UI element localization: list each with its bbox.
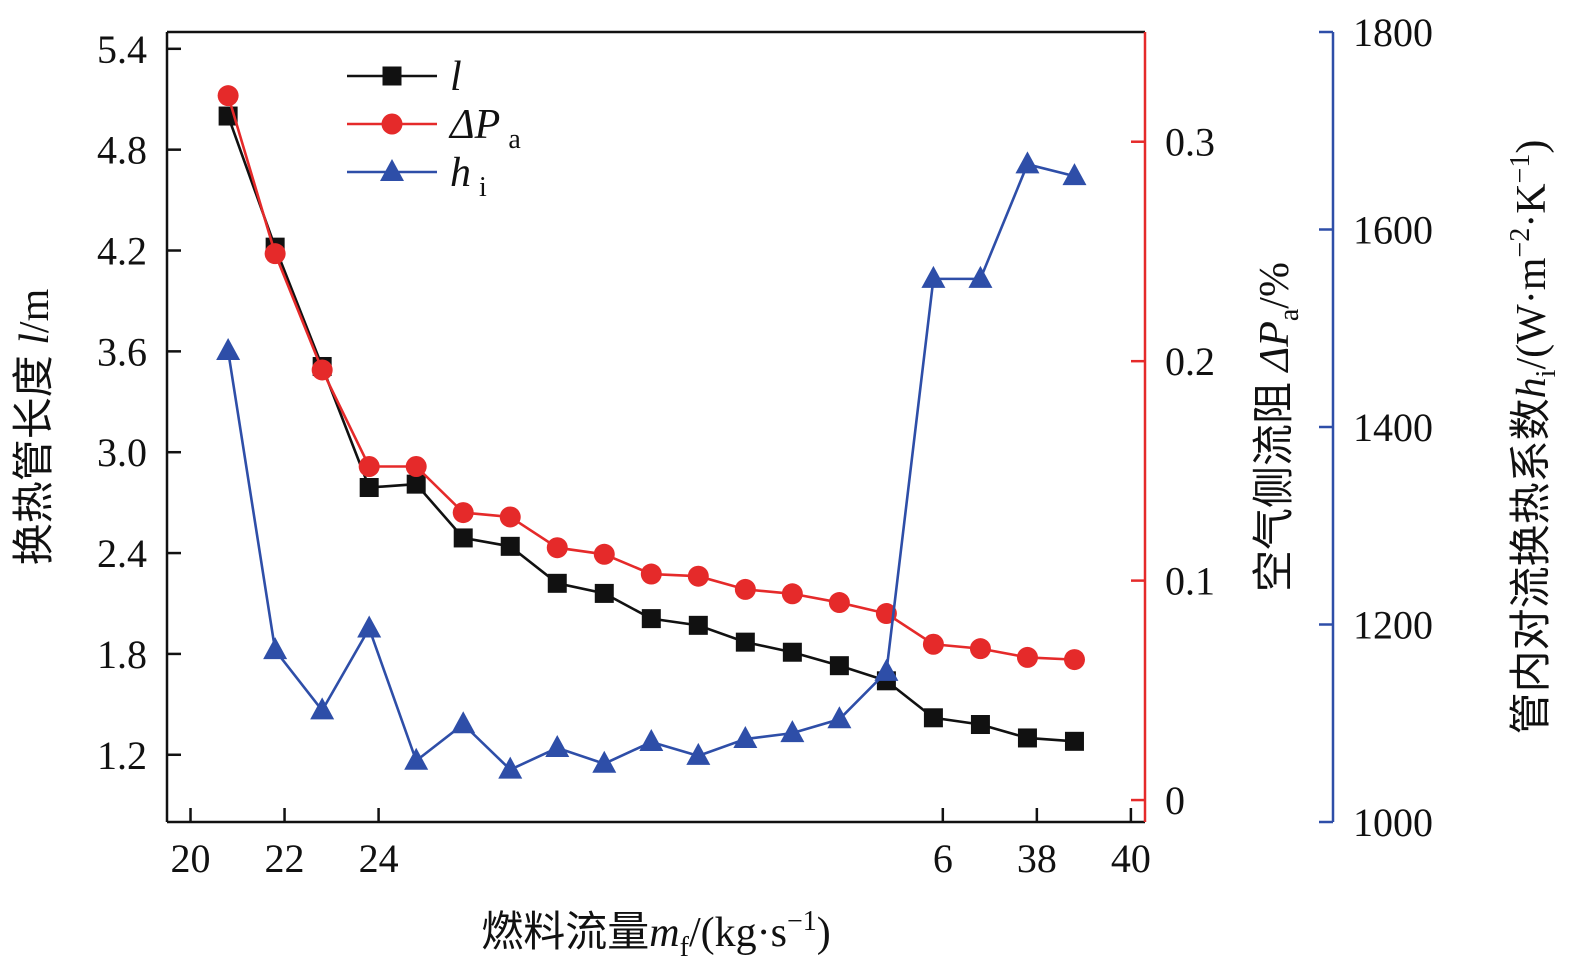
data-point-hi: [310, 697, 335, 720]
data-point-l: [1064, 731, 1084, 751]
x-tick-label: 38: [1017, 836, 1057, 881]
data-point-hi: [451, 711, 476, 734]
data-point-l: [641, 609, 661, 629]
series-line-hi: [226, 162, 1075, 772]
data-point-hi: [639, 729, 664, 752]
data-point-hi: [404, 747, 429, 770]
x-tick-label: 6: [933, 836, 953, 881]
legend-marker: [382, 66, 402, 86]
data-point-hi: [498, 756, 523, 779]
legend-item-ΔPa: ΔP a: [347, 102, 521, 155]
y-right-h-tick-label: 1000: [1353, 800, 1433, 845]
data-point-ΔPa: [640, 563, 662, 585]
x-tick-label: 24: [359, 836, 399, 881]
y-right-dp-tick-label: 0.3: [1165, 120, 1215, 165]
data-point-ΔPa: [264, 243, 286, 265]
data-point-ΔPa: [687, 565, 709, 587]
y-left-tick-label: 1.8: [97, 632, 147, 677]
y-right-h-tick-label: 1800: [1353, 10, 1433, 55]
data-point-hi: [1062, 163, 1087, 186]
data-point-l: [500, 536, 520, 556]
data-point-hi: [1015, 151, 1040, 174]
y-right-h-tick-label: 1600: [1353, 208, 1433, 253]
data-point-l: [688, 615, 708, 635]
legend: lΔP ah i: [347, 54, 521, 203]
y-left-tick-label: 5.4: [97, 27, 147, 72]
data-point-ΔPa: [969, 638, 991, 660]
x-tick-label: 40: [1111, 836, 1151, 881]
legend-marker: [381, 113, 403, 135]
series-layer: [216, 85, 1087, 779]
data-point-hi: [874, 658, 899, 681]
data-point-hi: [827, 706, 852, 729]
data-point-ΔPa: [1063, 649, 1085, 671]
axes-layer: 20 22 24 6 38 40 1.2 1.8 2.4 3.0 3.6 4.2 4.8 5.4 0 0.1 0…: [97, 10, 1433, 881]
x-tick-label: 20: [171, 836, 211, 881]
data-point-hi: [921, 265, 946, 288]
data-point-l: [594, 583, 614, 603]
x-tick-label: 22: [265, 836, 305, 881]
data-point-hi: [592, 750, 617, 773]
legend-label: l: [450, 54, 462, 100]
y-right-h-tick-label: 1400: [1353, 405, 1433, 450]
y-left-tick-label: 4.2: [97, 229, 147, 274]
data-point-l: [453, 528, 473, 548]
data-point-hi: [357, 615, 382, 638]
data-point-hi: [733, 726, 758, 749]
data-point-hi: [263, 637, 288, 660]
legend-item-l: l: [347, 54, 462, 100]
data-point-ΔPa: [217, 85, 239, 107]
data-point-l: [1017, 728, 1037, 748]
y-left-tick-label: 2.4: [97, 531, 147, 576]
data-point-ΔPa: [546, 537, 568, 559]
data-point-ΔPa: [499, 506, 521, 528]
data-point-ΔPa: [405, 456, 427, 477]
axis-titles: 燃料流量mf/(kg·s−1) 换热管长度 l/m 空气侧流阻 ΔPa/% 管内对流换…: [12, 140, 1562, 963]
y-left-tick-label: 1.2: [97, 733, 147, 778]
data-point-l: [359, 478, 379, 498]
data-point-ΔPa: [734, 578, 756, 600]
data-point-hi: [545, 734, 570, 757]
data-point-ΔPa: [311, 359, 333, 381]
data-point-l: [829, 656, 849, 676]
data-point-hi: [780, 720, 805, 743]
legend-marker: [380, 159, 404, 181]
series-hi: [216, 151, 1087, 779]
data-point-l: [735, 632, 755, 652]
y-left-tick-label: 4.8: [97, 128, 147, 173]
data-point-ΔPa: [1016, 646, 1038, 668]
y-right-dp-tick-label: 0.2: [1165, 339, 1215, 384]
data-point-l: [970, 715, 990, 735]
data-point-ΔPa: [593, 543, 615, 565]
data-point-hi: [686, 742, 711, 765]
y-left-axis-title: 换热管长度 l/m: [12, 288, 58, 565]
y-right-h-axis-title: 管内对流换热系数hi/(W·m−2·K−1): [1505, 140, 1562, 735]
y-left-tick-label: 3.0: [97, 430, 147, 475]
data-point-l: [923, 708, 943, 728]
legend-label: ΔP a: [448, 102, 521, 155]
y-right-dp-tick-label: 0.1: [1165, 559, 1215, 604]
data-point-ΔPa: [452, 502, 474, 524]
data-point-l: [782, 642, 802, 662]
data-point-ΔPa: [781, 583, 803, 605]
data-point-l: [547, 573, 567, 593]
data-point-ΔPa: [922, 633, 944, 655]
data-point-l: [406, 474, 426, 494]
series-l: [218, 106, 1084, 751]
y-left-tick-label: 3.6: [97, 329, 147, 374]
data-point-hi: [968, 265, 993, 288]
series-ΔPa: [217, 85, 1085, 671]
data-point-ΔPa: [828, 592, 850, 614]
y-right-dp-axis-title: 空气侧流阻 ΔPa/%: [1251, 262, 1305, 592]
data-point-ΔPa: [358, 456, 380, 477]
y-right-h-tick-label: 1200: [1353, 603, 1433, 648]
x-axis-title: 燃料流量mf/(kg·s−1): [481, 906, 830, 963]
data-point-hi: [216, 337, 241, 360]
series-line-l: [226, 115, 1075, 743]
y-right-dp-tick-label: 0: [1165, 778, 1185, 823]
